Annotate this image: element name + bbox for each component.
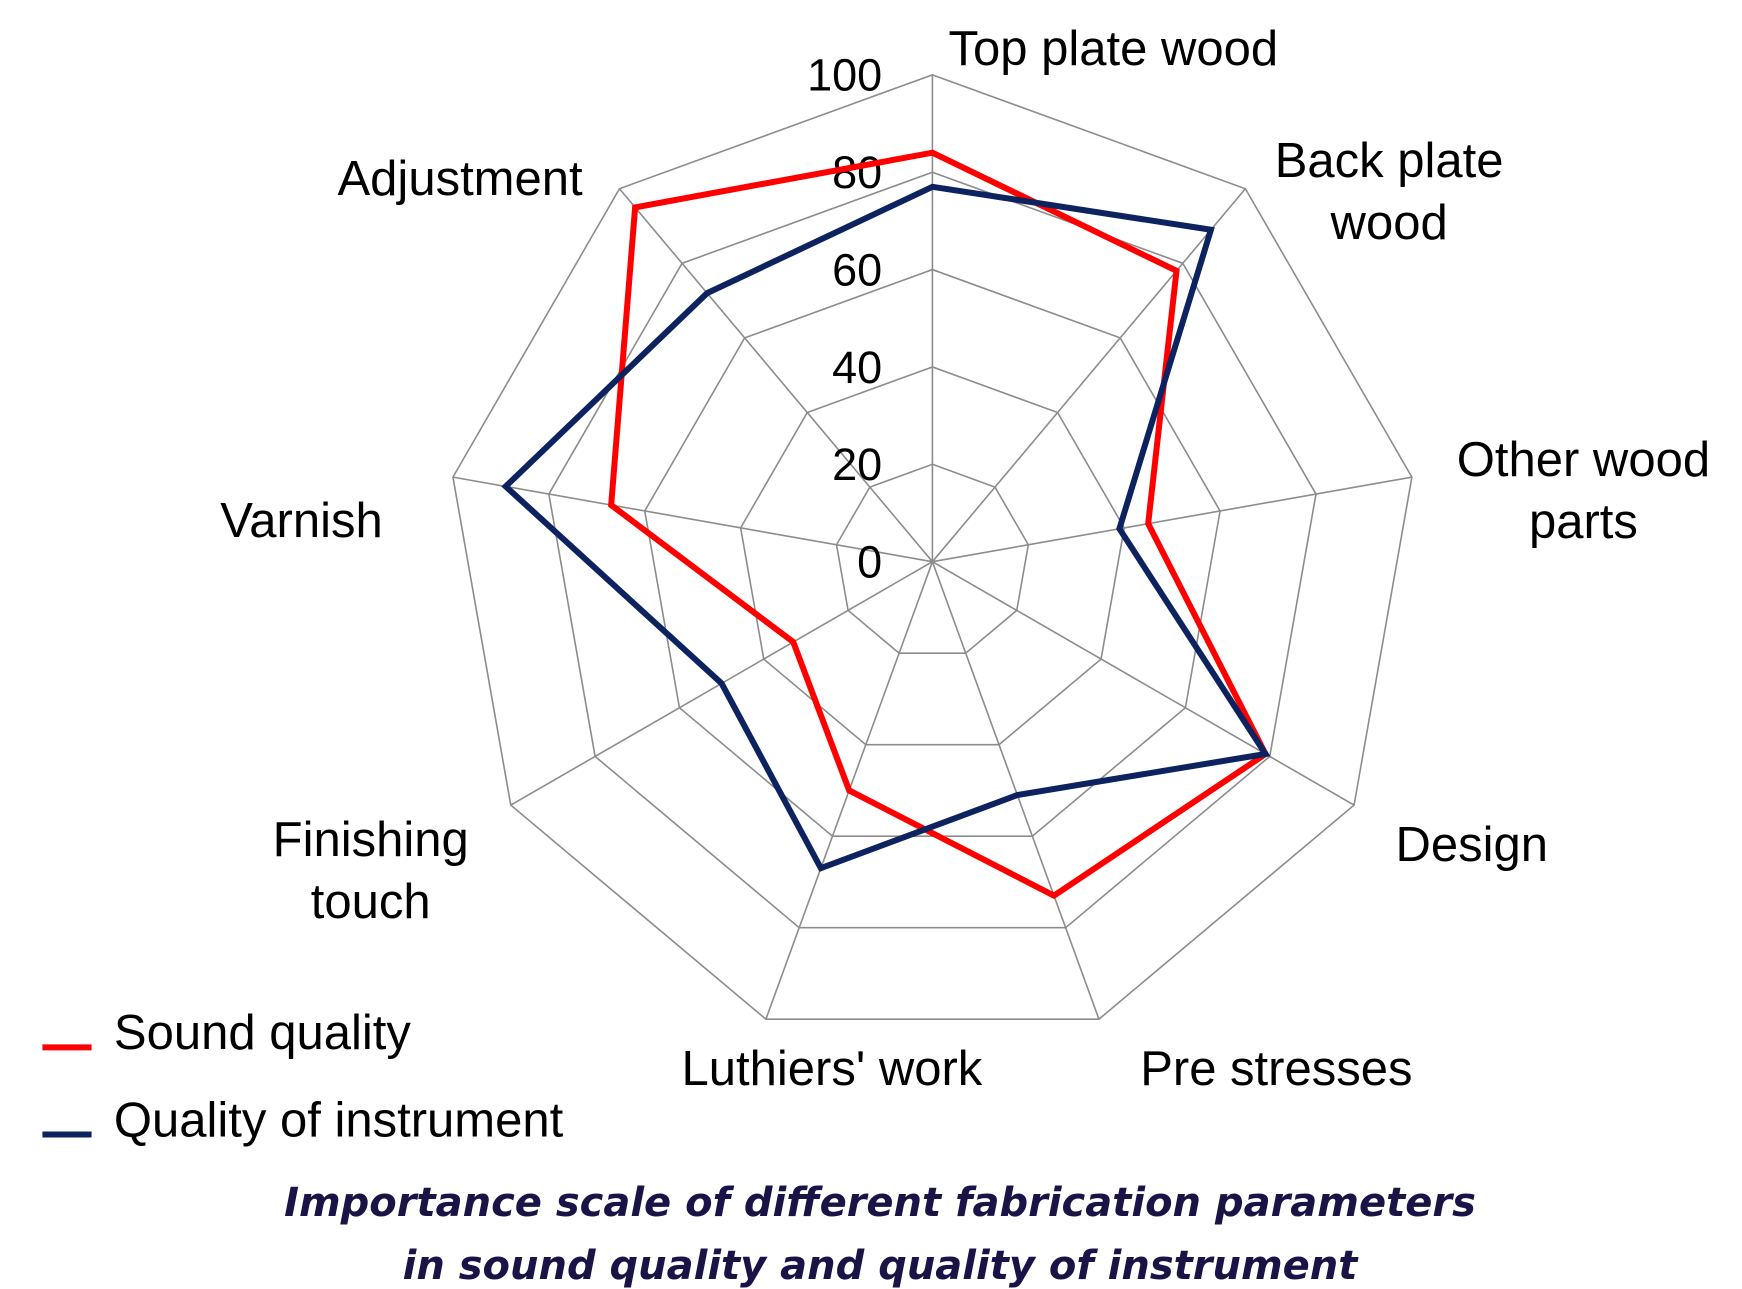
legend-label: Quality of instrument bbox=[114, 1093, 564, 1147]
category-label: Design bbox=[1395, 818, 1549, 873]
r-tick-label: 20 bbox=[832, 439, 882, 490]
spoke bbox=[452, 476, 933, 563]
category-label: Adjustment bbox=[337, 151, 583, 206]
spoke bbox=[618, 188, 934, 563]
spoke bbox=[931, 561, 1100, 1020]
r-tick-label: 0 bbox=[857, 537, 882, 588]
r-tick-label: 60 bbox=[832, 244, 882, 295]
category-label: Back plate wood bbox=[1274, 134, 1504, 251]
category-label: Top plate wood bbox=[948, 22, 1279, 77]
spoke bbox=[932, 476, 1413, 563]
category-label: Luthiers' work bbox=[681, 1041, 983, 1096]
series-line bbox=[608, 149, 1270, 900]
caption-line: Importance scale of different fabricatio… bbox=[284, 1180, 1476, 1226]
spoke bbox=[932, 560, 1355, 806]
category-label: Pre stresses bbox=[1140, 1041, 1413, 1096]
spoke bbox=[931, 188, 1246, 563]
category-label: Varnish bbox=[220, 494, 383, 549]
grid-ring bbox=[739, 366, 1126, 746]
category-label: Other wood parts bbox=[1456, 433, 1711, 550]
grid-ring bbox=[452, 73, 1413, 1020]
r-tick-label: 40 bbox=[832, 342, 882, 393]
grid-ring bbox=[835, 463, 1030, 654]
legend-label: Sound quality bbox=[114, 1006, 411, 1060]
r-tick-label: 100 bbox=[807, 50, 882, 101]
category-label: Finishing touch bbox=[272, 813, 469, 929]
series-line bbox=[501, 183, 1271, 872]
caption-line: in sound quality and quality of instrume… bbox=[402, 1243, 1358, 1289]
